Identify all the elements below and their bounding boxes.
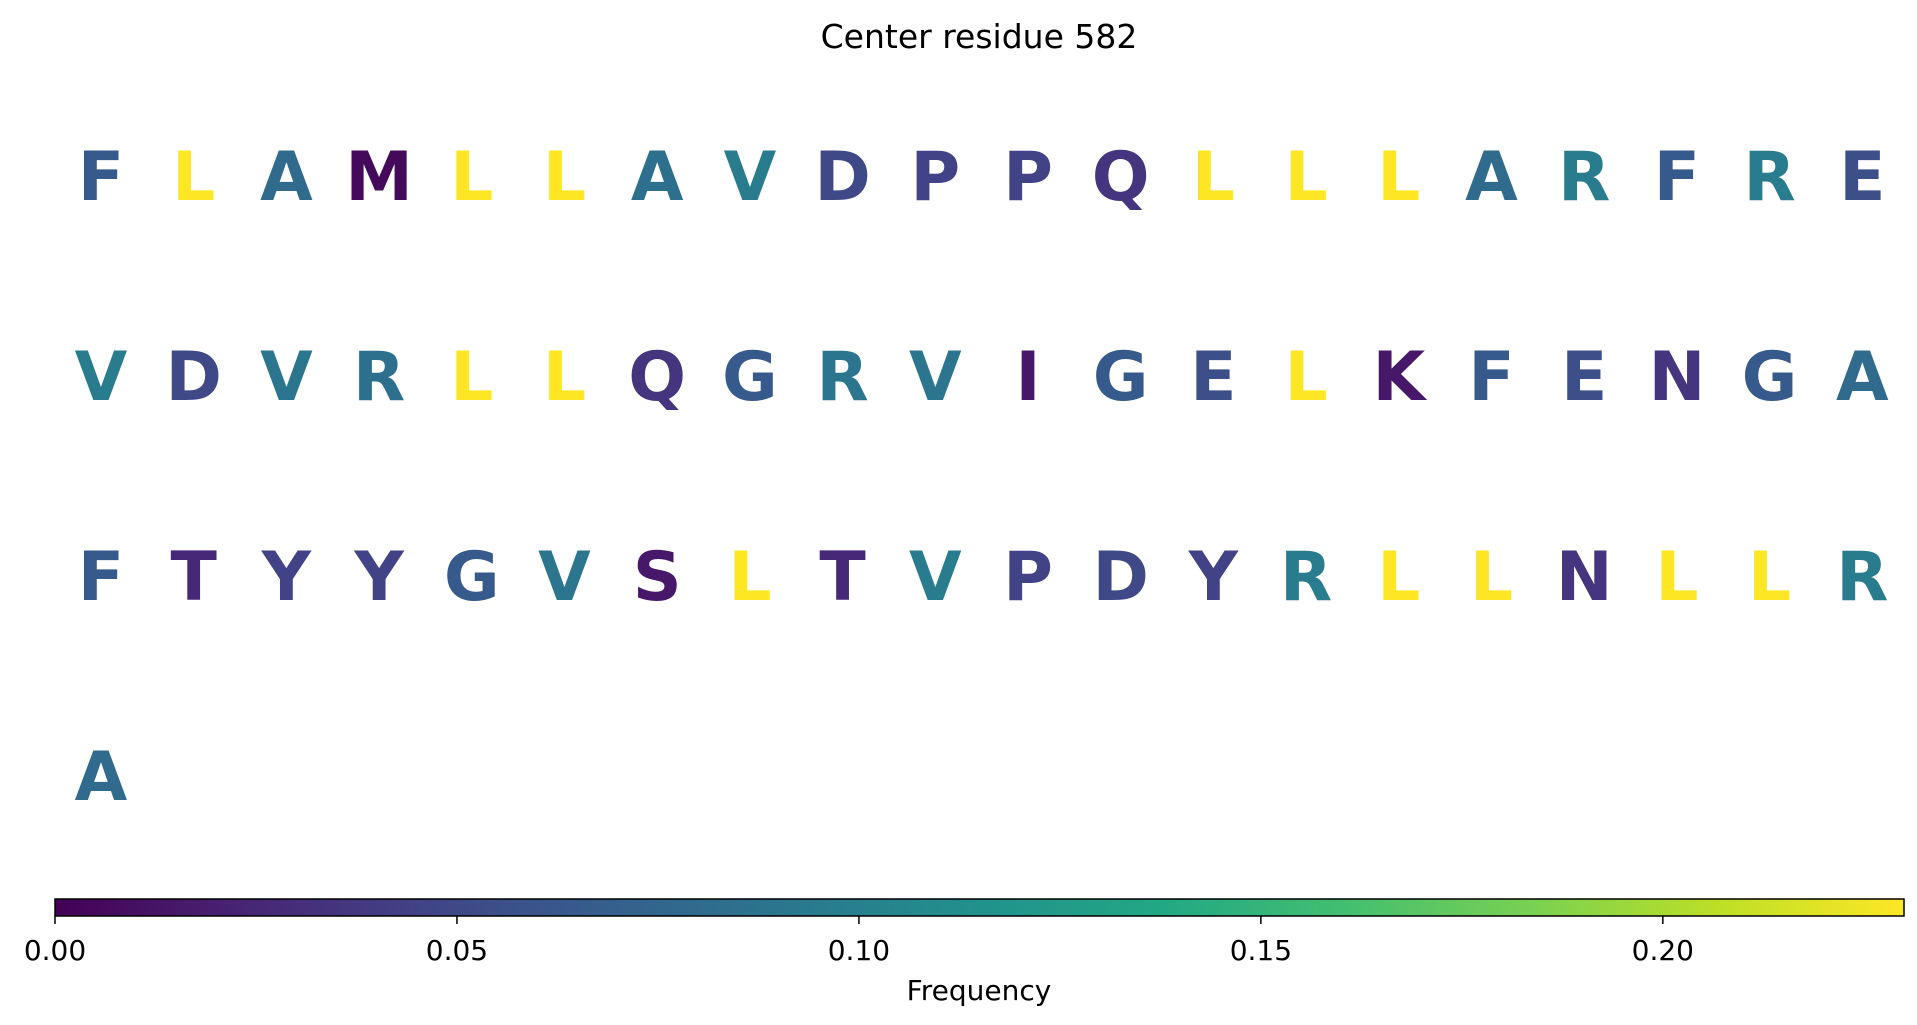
residue-letter: F: [1468, 338, 1514, 417]
colorbar-tick-label: 0.20: [1632, 934, 1694, 967]
residue-letter: P: [1003, 538, 1053, 617]
residue-letter: I: [1015, 338, 1040, 417]
residue-letter: V: [909, 538, 962, 617]
colorbar-label: Frequency: [907, 974, 1052, 1007]
residue-letter: N: [1556, 538, 1613, 617]
residue-letter: R: [1743, 138, 1795, 217]
residue-letter: A: [631, 138, 684, 217]
residue-letter: Y: [1188, 538, 1239, 617]
colorbar: 0.00 0.05 0.10 0.15 0.20 Frequency: [24, 898, 1905, 1007]
residue-letter: Y: [353, 538, 404, 617]
residue-letter: Y: [261, 538, 312, 617]
residue-letter: L: [1192, 138, 1235, 217]
residue-letter: E: [1839, 138, 1885, 217]
residue-letter: V: [724, 138, 777, 217]
residue-letter: L: [1470, 538, 1513, 617]
residue-letter: G: [1093, 338, 1149, 417]
residue-letter: D: [1092, 538, 1148, 617]
residue-letter: V: [260, 338, 313, 417]
residue-letter: V: [909, 338, 962, 417]
residue-letter: L: [1284, 338, 1327, 417]
residue-letter: T: [819, 538, 866, 617]
residue-letter: R: [353, 338, 405, 417]
residue-letter: G: [444, 538, 500, 617]
residue-letter: L: [1748, 538, 1791, 617]
residue-letter: P: [1003, 138, 1053, 217]
colorbar-tick-label: 0.10: [828, 934, 890, 967]
chart-title: Center residue 582: [821, 17, 1138, 56]
residue-letter: G: [722, 338, 778, 417]
residue-letter: F: [78, 138, 124, 217]
residue-letter: A: [1465, 138, 1518, 217]
residue-letter: D: [814, 138, 870, 217]
residue-letter: L: [728, 538, 771, 617]
colorbar-tick-label: 0.05: [426, 934, 488, 967]
colorbar-gradient: [54, 898, 1905, 917]
colorbar-ticks: 0.00 0.05 0.10 0.15 0.20: [24, 916, 1694, 967]
residue-letter: F: [1654, 138, 1700, 217]
residue-letter: A: [260, 138, 313, 217]
residue-letter: V: [75, 338, 128, 417]
residue-letter: N: [1648, 338, 1705, 417]
colorbar-tick-label: 0.00: [24, 934, 86, 967]
residue-letter: P: [910, 138, 960, 217]
residue-letter: F: [78, 538, 124, 617]
colorbar-tick-label: 0.15: [1230, 934, 1292, 967]
residue-letter: S: [633, 538, 682, 617]
residue-letter: G: [1742, 338, 1798, 417]
residue-letter: L: [1377, 138, 1420, 217]
residue-letter: V: [538, 538, 591, 617]
residue-letter: L: [1377, 538, 1420, 617]
residue-letter: R: [1836, 538, 1888, 617]
residue-letter: L: [1655, 538, 1698, 617]
residue-letter: E: [1190, 338, 1236, 417]
residue-letter: A: [1836, 338, 1889, 417]
residue-letter: Q: [628, 338, 686, 417]
residue-letter: L: [543, 338, 586, 417]
residue-letter: M: [345, 138, 413, 217]
residue-letter: R: [816, 338, 868, 417]
residue-letter: D: [165, 338, 221, 417]
residue-letter: L: [543, 138, 586, 217]
residue-letter: L: [1284, 138, 1327, 217]
residue-letter: R: [1280, 538, 1332, 617]
residue-letter-grid: F L A M L L A V D P P Q L L L A R F R EV D V R L L Q G R V I G E L K F E N G A…: [75, 138, 1889, 817]
residue-letter: T: [171, 538, 218, 617]
residue-letter: A: [75, 738, 128, 817]
residue-letter: R: [1558, 138, 1610, 217]
residue-letter: E: [1561, 338, 1607, 417]
residue-letter: L: [172, 138, 215, 217]
residue-letter: Q: [1092, 138, 1150, 217]
residue-letter: L: [450, 338, 493, 417]
residue-letter: L: [450, 138, 493, 217]
residue-letter: K: [1372, 338, 1427, 417]
